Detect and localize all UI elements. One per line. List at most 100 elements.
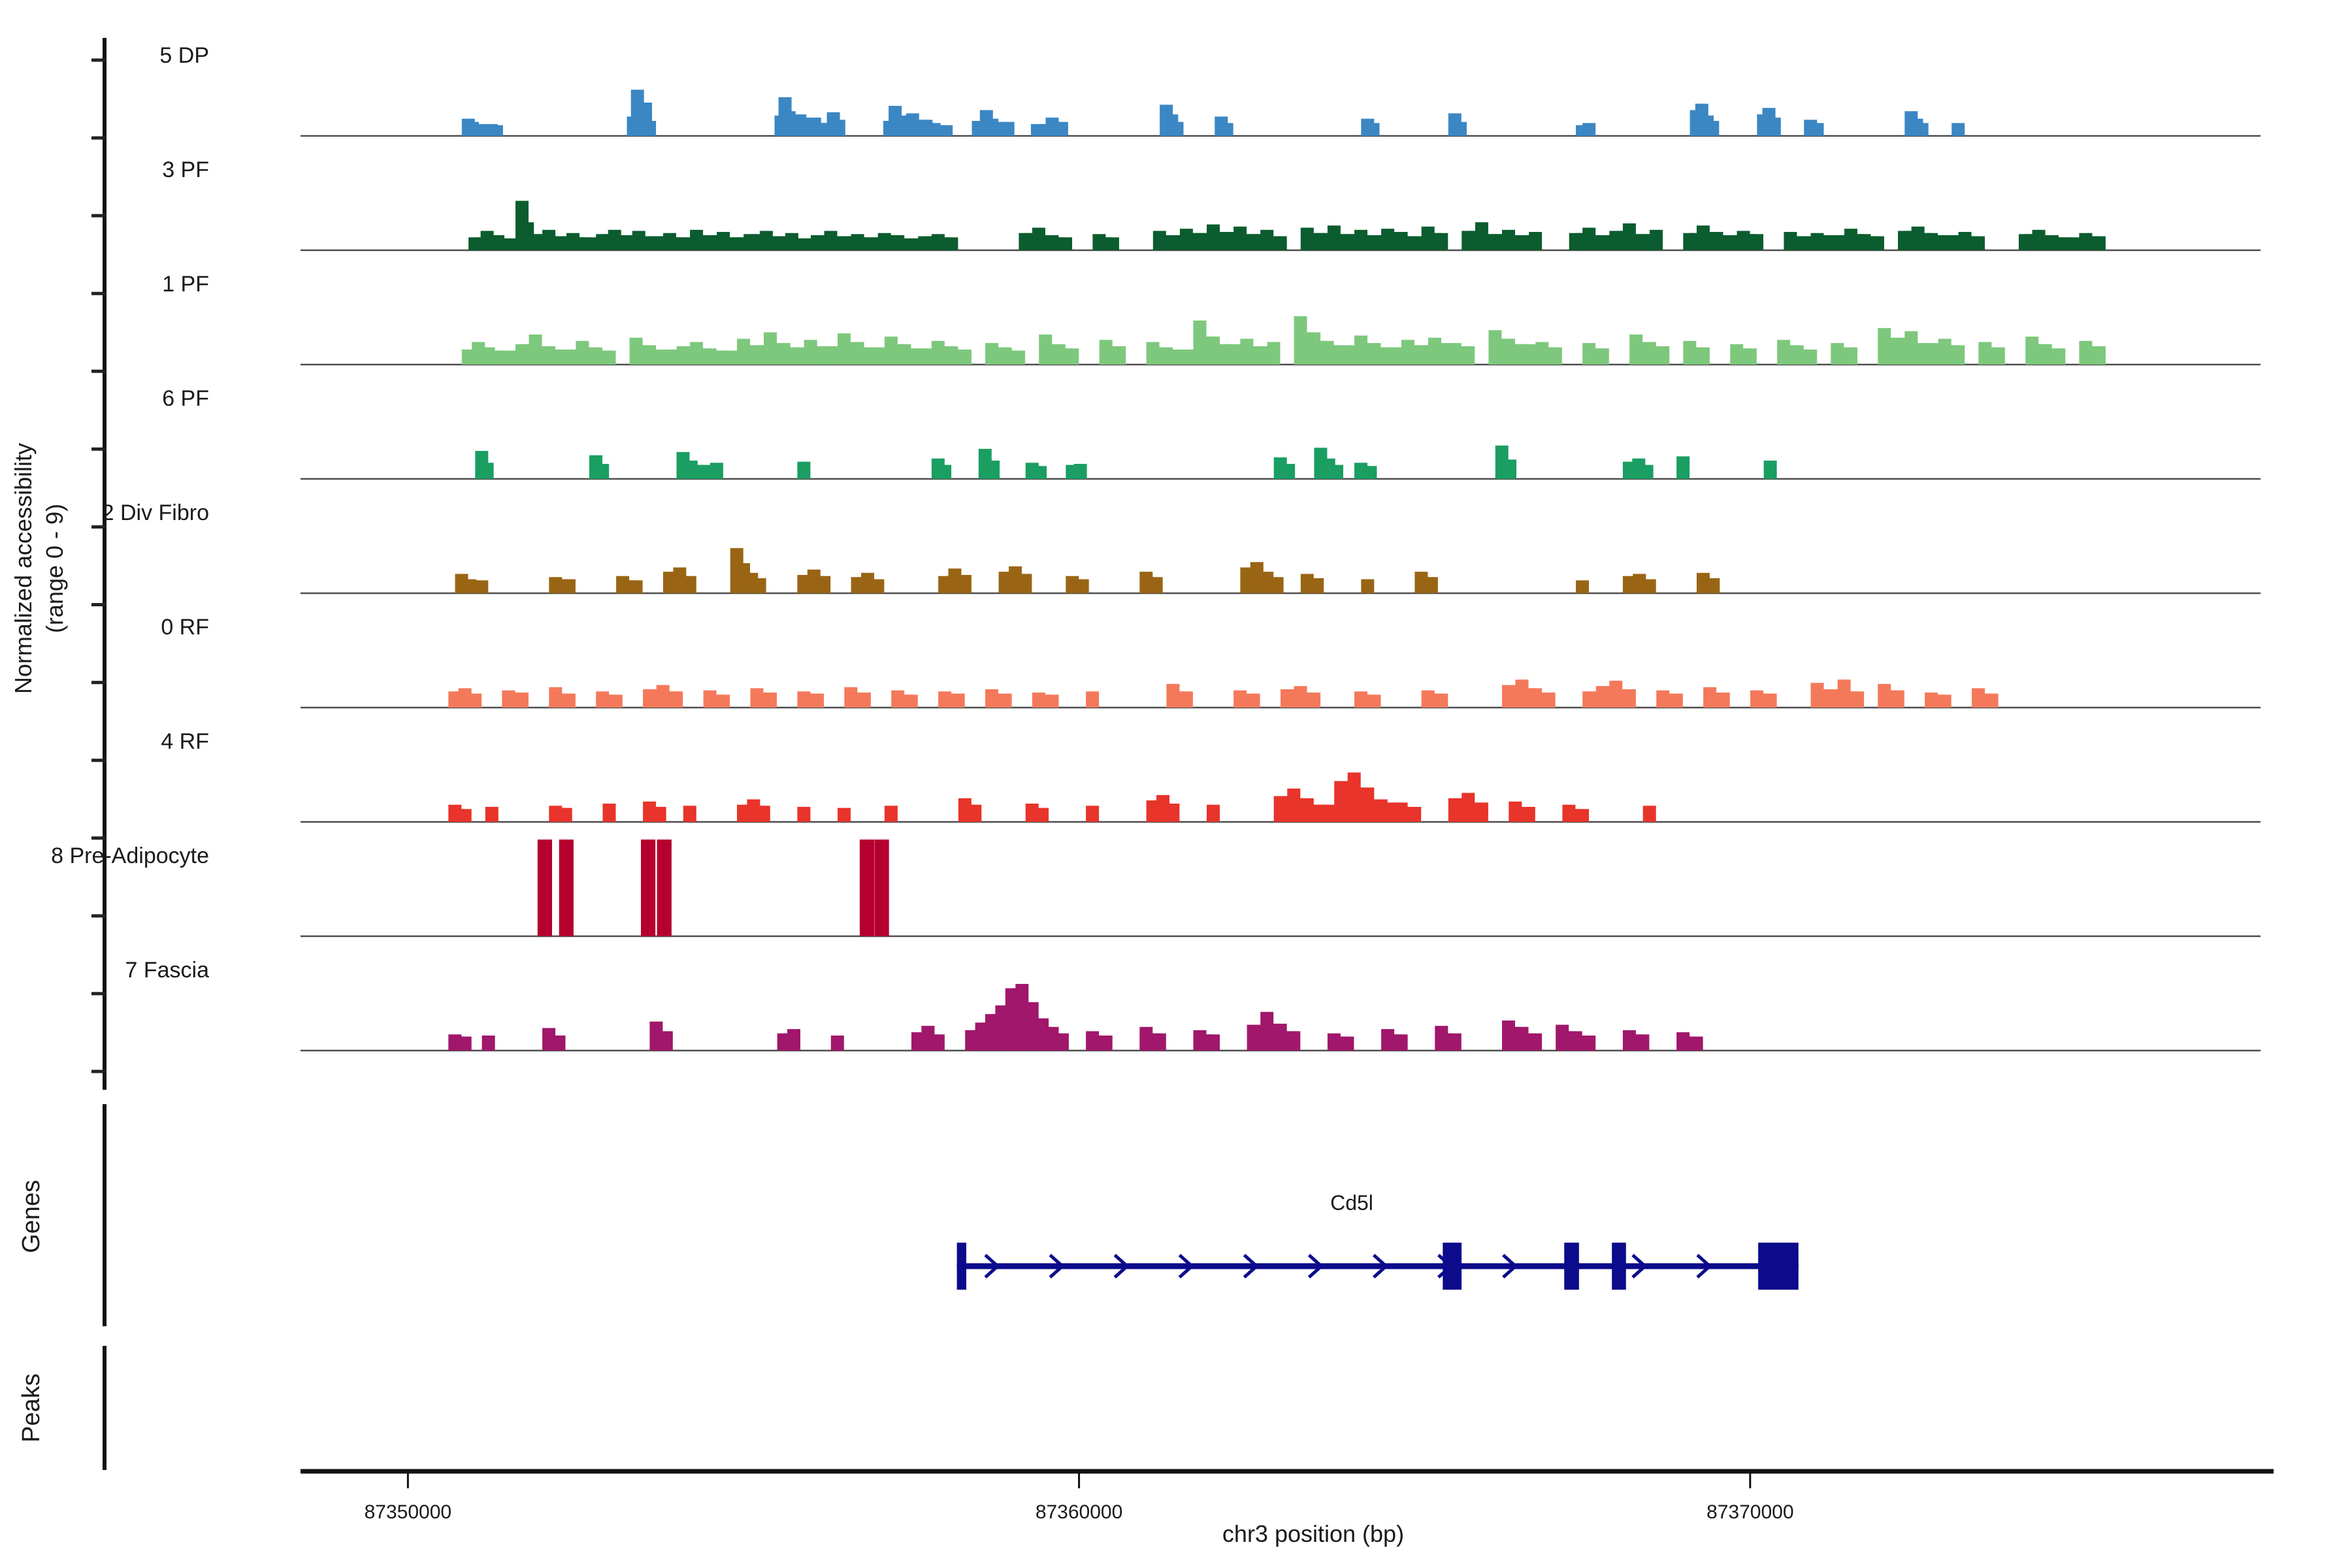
coverage-bar: [596, 464, 610, 479]
coverage-track: 7 Fascia: [125, 958, 2261, 1052]
coverage-bar: [1034, 466, 1047, 479]
coverage-bar: [653, 807, 666, 822]
coverage-bar: [1307, 693, 1321, 708]
coverage-bar: [2092, 346, 2106, 365]
x-axis-tick-label: 87370000: [1707, 1501, 1793, 1523]
coverage-bar: [1066, 348, 1079, 365]
y-axis-title: Normalized accessibility (range 0 - 9): [10, 443, 68, 694]
coverage-bar: [797, 807, 811, 822]
coverage-bar: [1059, 237, 1072, 250]
x-axis-ticks: 87350000 87360000 87370000: [365, 1471, 1794, 1523]
coverage-bar: [1341, 1036, 1354, 1051]
coverage-bar: [1915, 123, 1929, 136]
coverage-bar: [646, 840, 656, 936]
coverage-bar: [1851, 691, 1865, 708]
coverage-bar: [1273, 236, 1287, 250]
x-axis-tick-label: 87350000: [365, 1501, 451, 1523]
coverage-bar: [1844, 347, 1857, 365]
coverage-bar: [629, 580, 643, 593]
strand-arrow-icon: [984, 1254, 1000, 1279]
coverage-bar: [753, 578, 766, 593]
coverage-track: 3 PF: [162, 157, 2261, 252]
coverage-bar: [683, 576, 696, 593]
gene-exon: [956, 1243, 966, 1290]
coverage-bar: [710, 463, 723, 479]
x-axis-tick-label: 87360000: [1036, 1501, 1122, 1523]
coverage-bar: [1503, 459, 1516, 479]
coverage-bar: [1707, 578, 1720, 593]
coverage-track: 5 DP: [159, 43, 2261, 137]
coverage-bar: [1012, 350, 1026, 365]
coverage-bar: [485, 807, 498, 822]
coverage-bar: [1972, 236, 1985, 250]
coverage-bar: [1767, 118, 1781, 136]
coverage-bar: [958, 350, 972, 365]
track-label-7-fascia: 7 Fascia: [125, 958, 210, 983]
coverage-bar: [552, 1036, 566, 1051]
coverage-bar: [757, 806, 770, 822]
coverage-bar: [1763, 693, 1777, 708]
coverage-bar: [817, 576, 831, 593]
track-label-2-div-fibro: 2 Div Fibro: [102, 500, 209, 525]
coverage-bar: [609, 694, 623, 708]
coverage-bar: [1576, 809, 1589, 822]
coverage-bar: [1149, 577, 1163, 593]
coverage-bar: [879, 840, 889, 936]
gene-exon: [1564, 1243, 1579, 1290]
coverage-bar: [562, 579, 576, 593]
gene-exon: [1758, 1243, 1799, 1290]
coverage-bar: [562, 693, 576, 708]
coverage-bar: [458, 1036, 472, 1051]
coverage-bar: [1113, 346, 1126, 365]
gene-model-Cd5l[interactable]: [956, 1243, 1799, 1290]
coverage-bar: [1952, 123, 1965, 136]
coverage-bar: [1435, 233, 1448, 250]
coverage-bar: [1582, 123, 1596, 136]
coverage-bar: [931, 1034, 945, 1051]
coverage-bar: [1529, 1033, 1543, 1051]
coverage-bar: [1099, 1036, 1113, 1051]
coverage-bar: [1810, 123, 1824, 136]
coverage-bar: [1267, 342, 1281, 365]
coverage-bar: [1891, 690, 1904, 708]
coverage-bar: [1690, 1036, 1703, 1051]
coverage-bar: [1716, 693, 1730, 708]
coverage-bar: [1870, 236, 1884, 250]
peaks-section-label: Peaks: [18, 1373, 45, 1443]
coverage-bar: [1036, 808, 1049, 822]
coverage-bar: [830, 1036, 844, 1051]
track-label-4-rf: 4 RF: [161, 729, 209, 754]
coverage-bar: [1282, 464, 1296, 479]
coverage-bar: [1105, 237, 1119, 250]
coverage-bar: [1075, 579, 1089, 593]
coverage-bar: [1595, 348, 1609, 365]
coverage-track: 6 PF: [162, 386, 2261, 480]
accessibility-axis-ticks: [91, 58, 106, 1073]
coverage-bar: [998, 693, 1012, 708]
gene-exon: [1612, 1243, 1626, 1290]
coverage-bar: [1086, 806, 1100, 822]
coverage-bar: [1985, 693, 1999, 708]
coverage-bar: [659, 1031, 673, 1051]
x-axis-title: chr3 position (bp): [1222, 1520, 1404, 1547]
coverage-bar: [1330, 465, 1343, 479]
y-axis-title-line1: Normalized accessibility: [10, 443, 37, 694]
track-label-6-pf: 6 PF: [162, 386, 209, 411]
genes-section: Genes Cd5l: [18, 1104, 1799, 1326]
coverage-track: 4 RF: [161, 729, 2261, 823]
coverage-bar: [559, 808, 572, 822]
coverage-bar: [1991, 347, 2005, 365]
coverage-bar: [968, 804, 982, 822]
coverage-bar: [1522, 807, 1535, 822]
coverage-bar: [1086, 691, 1100, 708]
coverage-bar: [1640, 465, 1654, 479]
coverage-bar: [515, 693, 529, 708]
coverage-bar: [1435, 693, 1448, 708]
coverage-bar: [1207, 804, 1220, 822]
coverage-bar: [1364, 466, 1377, 479]
coverage-bar: [1207, 1034, 1220, 1051]
coverage-bar: [662, 840, 672, 936]
coverage-bar: [1054, 122, 1068, 136]
